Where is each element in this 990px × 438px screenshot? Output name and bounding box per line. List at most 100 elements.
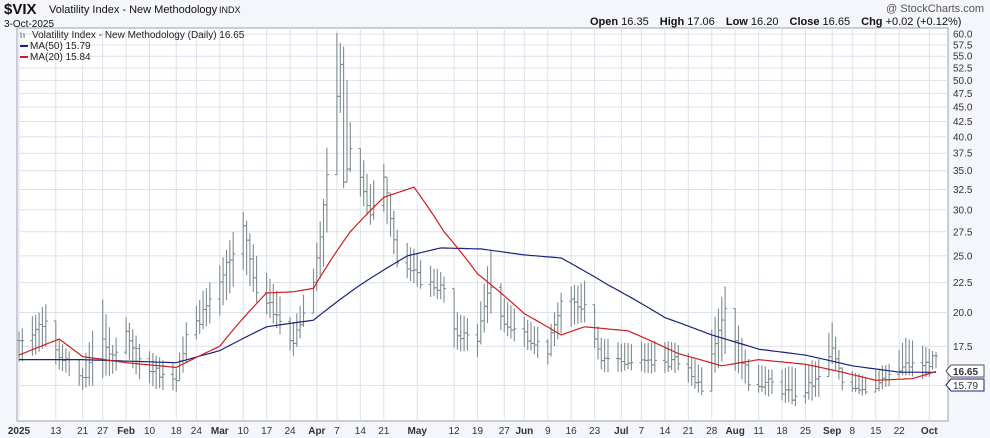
x-tick-label: 28 bbox=[706, 426, 718, 437]
ohlc-bar bbox=[43, 304, 48, 347]
x-tick-label: 27 bbox=[97, 426, 109, 437]
x-tick-label: 7 bbox=[334, 426, 340, 437]
legend-ma50: MA(50) 15.79 bbox=[30, 41, 91, 52]
ohlc-bar bbox=[910, 340, 915, 377]
symbol-label: $VIX bbox=[4, 1, 37, 18]
x-tick-label: 21 bbox=[378, 426, 390, 437]
x-tick-label: 21 bbox=[683, 426, 695, 437]
ohlc-bar bbox=[863, 376, 868, 395]
x-tick-label: 18 bbox=[776, 426, 788, 437]
quote-chg-label: Chg bbox=[861, 16, 886, 28]
quote-close-value: 16.65 bbox=[822, 16, 854, 28]
y-tick-label: 42.5 bbox=[953, 117, 973, 128]
x-tick-label: 19 bbox=[472, 426, 484, 437]
x-tick-label: 10 bbox=[238, 426, 250, 437]
ohlc-bar bbox=[114, 337, 119, 371]
quote-high-value: 17.06 bbox=[687, 16, 718, 28]
x-tick-label: Aug bbox=[725, 426, 744, 437]
x-tick-label: 12 bbox=[448, 426, 460, 437]
x-tick-label: Apr bbox=[308, 426, 325, 437]
quote-chg-value: +0.02 (+0.12%) bbox=[885, 16, 962, 28]
quote-close-label: Close bbox=[789, 16, 823, 28]
x-tick-label: 13 bbox=[50, 426, 62, 437]
ma50-badge-value: 15.79 bbox=[953, 381, 978, 392]
brand-watermark: @ StockCharts.com bbox=[886, 3, 984, 15]
ohlc-bar bbox=[629, 344, 634, 371]
x-tick-label: 14 bbox=[355, 426, 367, 437]
ohlc-bar bbox=[348, 122, 353, 173]
x-tick-label: 22 bbox=[894, 426, 906, 437]
x-tick-label: Sep bbox=[823, 426, 841, 437]
ohlc-bar bbox=[770, 369, 774, 394]
close-badge bbox=[945, 364, 985, 378]
y-tick-label: 40.0 bbox=[953, 132, 973, 143]
legend: Volatility Index - New Methodology (Dail… bbox=[20, 30, 245, 63]
x-tick-label: 24 bbox=[285, 426, 297, 437]
x-tick-label: Feb bbox=[117, 426, 135, 437]
ohlc-bar bbox=[840, 367, 845, 391]
y-tick-label: 32.5 bbox=[953, 185, 973, 196]
ohlc-bar bbox=[207, 282, 212, 324]
ohlc-bar bbox=[324, 147, 329, 233]
ohlc-bars bbox=[17, 33, 938, 407]
y-tick-label: 50.0 bbox=[953, 76, 973, 87]
ohlc-bar bbox=[442, 276, 446, 303]
x-tick-label: 2025 bbox=[8, 426, 31, 437]
x-tick-label: 8 bbox=[850, 426, 856, 437]
x-tick-label: 10 bbox=[144, 426, 156, 437]
x-axis: 2025 13 21 27 Feb 10 18 24 Mar 10 17 24 Apr 7 14 21 May 1… bbox=[8, 426, 938, 437]
ohlc-bar bbox=[816, 359, 821, 397]
ohlc-bar bbox=[465, 318, 470, 351]
x-tick-label: 15 bbox=[870, 426, 882, 437]
ohlc-bar bbox=[559, 292, 564, 334]
x-tick-label: 18 bbox=[171, 426, 183, 437]
y-tick-label: 55.0 bbox=[953, 52, 973, 63]
ohlc-bar bbox=[395, 229, 400, 268]
y-axis: 15.017.520.022.525.027.530.032.535.037.5… bbox=[953, 30, 973, 392]
ma20-line bbox=[18, 186, 937, 381]
y-tick-label: 52.5 bbox=[953, 64, 973, 75]
ohlc-bar bbox=[418, 260, 423, 289]
exchange-label: INDX bbox=[219, 5, 241, 15]
x-tick-label: 16 bbox=[566, 426, 578, 437]
ohlc-bar bbox=[488, 250, 493, 314]
ohlc-bar bbox=[184, 322, 189, 362]
legend-ma20: MA(20) 15.84 bbox=[30, 52, 91, 63]
ma50-badge bbox=[945, 378, 985, 392]
x-tick-label: Oct bbox=[921, 426, 938, 437]
x-tick-label: 27 bbox=[499, 426, 511, 437]
quote-open-label: Open bbox=[590, 16, 622, 28]
legend-main: Volatility Index - New Methodology (Dail… bbox=[32, 30, 245, 41]
quote-low-value: 16.20 bbox=[750, 16, 782, 28]
ohlc-bar bbox=[278, 296, 282, 335]
quote-low-label: Low bbox=[725, 16, 751, 28]
x-tick-label: 23 bbox=[589, 426, 601, 437]
y-tick-label: 25.0 bbox=[953, 251, 973, 262]
instrument-name: Volatility Index - New Methodology bbox=[49, 4, 218, 16]
ohlc-bar bbox=[231, 231, 236, 287]
x-tick-label: 25 bbox=[800, 426, 812, 437]
x-tick-label: 9 bbox=[545, 426, 551, 437]
y-tick-label: 35.0 bbox=[953, 166, 973, 177]
y-tick-label: 57.5 bbox=[953, 40, 973, 51]
y-tick-label: 60.0 bbox=[953, 30, 973, 41]
ohlc-bar bbox=[512, 308, 517, 342]
y-tick-label: 27.5 bbox=[953, 227, 973, 238]
y-tick-label: 37.5 bbox=[953, 149, 973, 160]
x-tick-label: 17 bbox=[261, 426, 273, 437]
ohlc-bar bbox=[934, 351, 938, 369]
y-tick-label: 47.5 bbox=[953, 89, 973, 100]
ohlc-bar bbox=[652, 340, 657, 373]
x-tick-label: 11 bbox=[753, 426, 764, 437]
ohlc-bar bbox=[723, 286, 728, 354]
date-label: 3-Oct-2025 bbox=[4, 19, 55, 30]
y-tick-label: 20.0 bbox=[953, 308, 973, 319]
ohlc-bar bbox=[582, 280, 587, 323]
ohlc-bar bbox=[676, 345, 681, 371]
value-badges: 16.65 15.79 bbox=[945, 364, 985, 392]
quote-high-label: High bbox=[659, 16, 688, 28]
ohlc-bar bbox=[746, 359, 751, 391]
bar-glyph-icon bbox=[20, 32, 25, 38]
